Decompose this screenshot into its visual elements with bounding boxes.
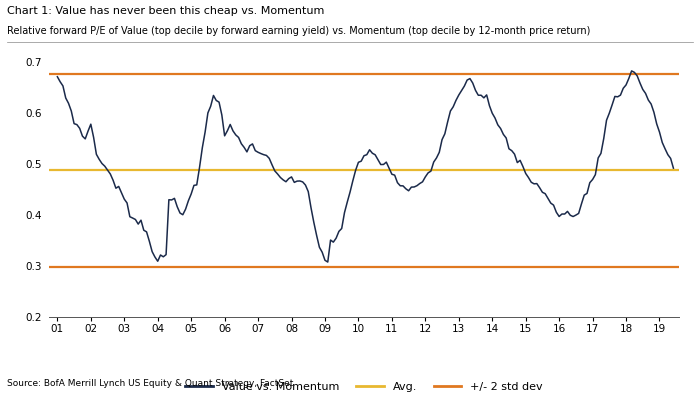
Text: Relative forward P/E of Value (top decile by forward earning yield) vs. Momentum: Relative forward P/E of Value (top decil… — [7, 26, 590, 36]
Text: Chart 1: Value has never been this cheap vs. Momentum: Chart 1: Value has never been this cheap… — [7, 6, 324, 16]
Legend: Value vs. Momentum, Avg., +/- 2 std dev: Value vs. Momentum, Avg., +/- 2 std dev — [181, 377, 547, 396]
Text: Source: BofA Merrill Lynch US Equity & Quant Strategy, FactSet: Source: BofA Merrill Lynch US Equity & Q… — [7, 379, 293, 388]
